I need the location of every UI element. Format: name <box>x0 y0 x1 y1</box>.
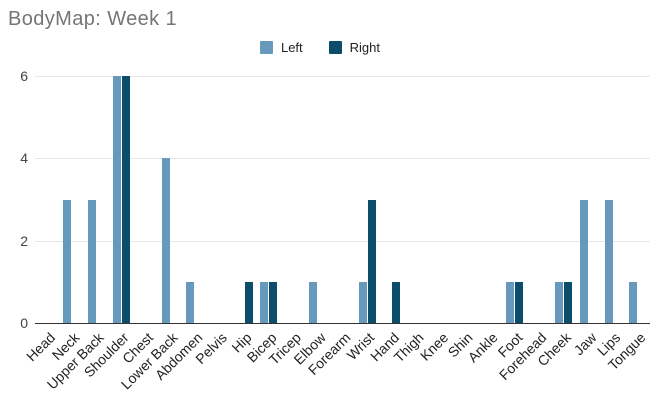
legend-item-left: Left <box>259 39 303 55</box>
bar-right <box>121 76 130 323</box>
bar-left <box>63 199 72 323</box>
y-axis-tick-label: 4 <box>20 150 28 167</box>
legend-label-left: Left <box>280 39 303 55</box>
bar-right <box>269 281 278 323</box>
bar-left <box>580 199 588 323</box>
bar-left <box>161 158 170 323</box>
bar-left <box>309 281 318 323</box>
bar-left <box>629 281 638 323</box>
x-axis-line <box>35 323 650 324</box>
chart-title: BodyMap: Week 1 <box>8 8 178 30</box>
bar-left <box>260 281 269 323</box>
legend-item-right: Right <box>328 39 381 55</box>
bar-left <box>186 281 195 323</box>
bar-left <box>555 281 564 323</box>
x-axis-category-label: Jaw <box>570 329 600 359</box>
bar-right <box>564 281 573 323</box>
bar-left <box>506 281 515 323</box>
gridline <box>35 240 650 242</box>
y-axis-tick-label: 0 <box>20 315 28 331</box>
gridline <box>35 76 650 77</box>
bar-right <box>515 281 524 323</box>
bar-left <box>112 76 121 323</box>
bar-right <box>392 281 401 323</box>
y-axis-tick-label: 2 <box>20 232 28 249</box>
y-axis-tick-label: 6 <box>20 68 28 84</box>
bar-right <box>367 199 376 323</box>
gridline <box>35 158 650 160</box>
legend-label-right: Right <box>349 39 381 55</box>
legend: Left Right <box>0 39 640 55</box>
legend-swatch-right-icon <box>328 40 342 54</box>
bar-left <box>358 281 367 323</box>
bar-left <box>604 199 613 323</box>
bar-right <box>244 281 253 323</box>
bar-left <box>88 199 96 323</box>
legend-swatch-left-icon <box>259 40 273 54</box>
